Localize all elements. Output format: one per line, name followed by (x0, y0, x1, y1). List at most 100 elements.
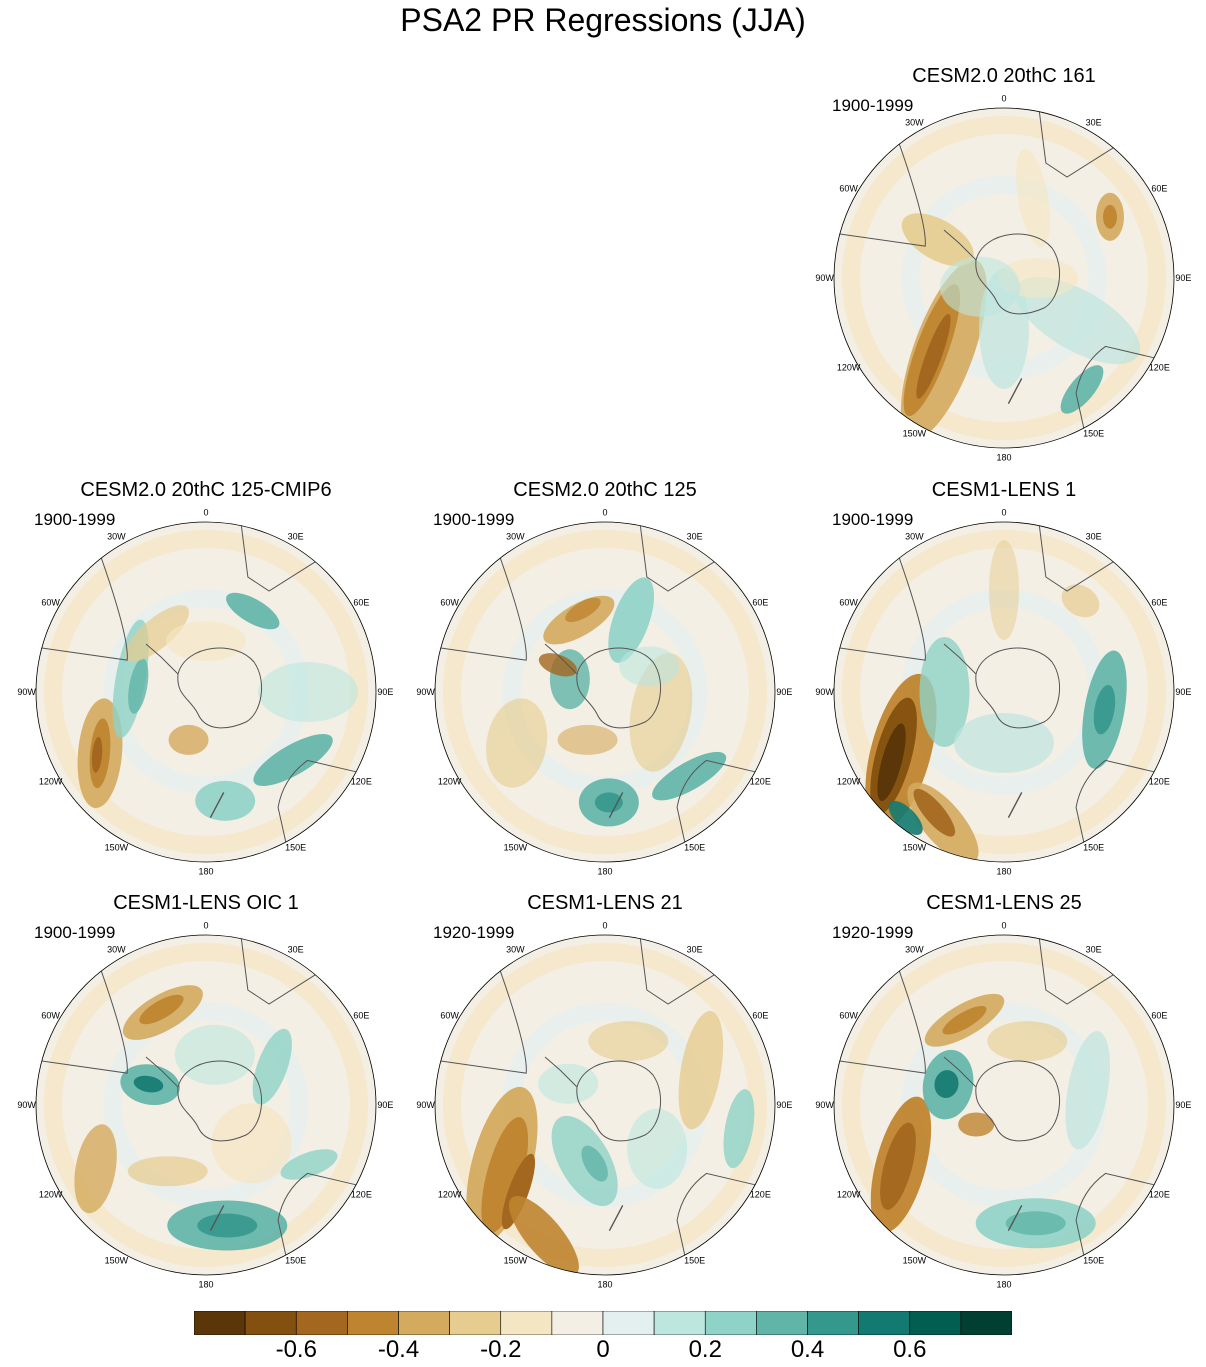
contour-region (508, 1195, 579, 1275)
longitude-label: 180 (996, 452, 1011, 462)
panel-title: CESM2.0 20thC 125-CMIP6 (80, 479, 332, 501)
longitude-label: 120W (837, 777, 861, 787)
longitude-label: 150E (285, 1255, 306, 1265)
longitude-label: 180 (996, 1279, 1011, 1289)
longitude-label: 60E (752, 597, 768, 607)
map-panel-3: CESM2.0 20thC 125 1900-1999 0 30E 60E 90E 12… (405, 479, 805, 892)
longitude-label: 60W (839, 597, 858, 607)
colorbar (194, 1311, 1012, 1335)
longitude-label: 150W (105, 1255, 129, 1265)
longitude-label: 30E (1086, 945, 1102, 955)
peninsula-coast (544, 1056, 578, 1088)
contour-region (133, 1075, 164, 1093)
longitude-label: 30W (107, 532, 126, 542)
contour-region (1093, 685, 1116, 735)
contour-region (127, 1156, 208, 1187)
map-border (833, 107, 1175, 449)
coastlines (41, 525, 357, 843)
contour-region (594, 792, 623, 813)
peninsula-coast (943, 229, 977, 261)
africa-coast (639, 525, 715, 592)
contour-region (252, 1028, 292, 1105)
map-field (435, 522, 775, 862)
longitude-label: 0 (602, 508, 607, 518)
longitude-label: 90E (377, 687, 393, 697)
contour-region (1015, 276, 1141, 365)
map-field (36, 522, 376, 862)
new-zealand-coast (608, 792, 624, 819)
contour-band (103, 1002, 309, 1208)
contour-region (74, 1124, 117, 1214)
map-panel-1: CESM2.0 20thC 161 1900-1999 0 30E 60E 90E 12… (804, 65, 1204, 478)
coastlines (440, 525, 756, 843)
colorbar-tick-label: 0 (596, 1336, 610, 1363)
map-field (834, 522, 1174, 862)
australia-coast (1075, 1172, 1155, 1256)
longitude-label: 150E (684, 842, 705, 852)
contour-region (253, 734, 333, 787)
contour-region (588, 1021, 669, 1062)
new-zealand-coast (608, 1205, 624, 1232)
polar-map: 0 30E 60E 90E 120E 150E 180 150W 120W 90W 60W 30W (815, 94, 1191, 463)
longitude-label: 0 (602, 921, 607, 931)
longitude-label: 150W (105, 842, 129, 852)
map-border (833, 934, 1175, 1276)
longitude-label: 150W (903, 428, 927, 438)
contour-band (842, 116, 1166, 440)
contour-band (443, 943, 767, 1267)
colorbar-tick-label: 0.6 (893, 1336, 927, 1363)
contour-region (481, 1117, 529, 1234)
contour-region (940, 256, 1021, 317)
longitude-label: 0 (1001, 921, 1006, 931)
longitude-label: 120W (837, 1190, 861, 1200)
contour-region (987, 1021, 1068, 1062)
longitude-label: 180 (597, 1279, 612, 1289)
antarctica-coast (576, 647, 661, 729)
contour-region (723, 1089, 755, 1169)
map-border (35, 521, 377, 863)
longitude-label: 120W (438, 777, 462, 787)
contour-region (538, 653, 577, 677)
longitude-label: 120E (750, 1190, 771, 1200)
longitude-label: 90E (776, 687, 792, 697)
contour-region (652, 751, 727, 801)
longitude-label: 60W (440, 597, 459, 607)
longitude-label: 120W (438, 1190, 462, 1200)
contour-region (954, 713, 1054, 773)
coastlines (440, 938, 756, 1256)
longitude-label: 90E (1175, 687, 1191, 697)
longitude-label: 60E (1151, 597, 1167, 607)
colorbar-tick-label: -0.2 (480, 1336, 522, 1363)
peninsula-coast (943, 643, 977, 675)
longitude-label: 90E (776, 1100, 792, 1110)
contour-region (678, 1010, 724, 1130)
new-zealand-coast (1007, 378, 1023, 405)
contour-region (486, 698, 548, 788)
contour-region (128, 658, 149, 714)
map-field (435, 935, 775, 1275)
contour-region (901, 213, 974, 267)
colorbar-tick-label: -0.6 (275, 1336, 317, 1363)
peninsula-coast (943, 1056, 977, 1088)
longitude-label: 30W (107, 945, 126, 955)
contour-region (581, 1145, 608, 1182)
south-america-coast (41, 970, 128, 1074)
polar-map: 0 30E 60E 90E 120E 150E 180 150W 120W 90W 60W 30W (815, 508, 1191, 877)
contour-region (211, 1103, 292, 1184)
coastlines (41, 938, 357, 1256)
longitude-label: 0 (203, 508, 208, 518)
longitude-label: 120E (750, 777, 771, 787)
map-panel-7: CESM1-LENS 25 1920-1999 0 30E 60E 90E 120E 15… (804, 892, 1204, 1305)
contour-region (989, 540, 1019, 640)
longitude-label: 150W (504, 842, 528, 852)
longitude-label: 90W (416, 1100, 435, 1110)
peninsula-coast (544, 643, 578, 675)
longitude-label: 150W (903, 842, 927, 852)
africa-coast (1038, 525, 1114, 592)
map-field (834, 108, 1174, 448)
contour-band (443, 530, 767, 854)
contour-region (139, 994, 184, 1025)
longitude-label: 30E (1086, 118, 1102, 128)
colorbar-swatch (960, 1311, 1012, 1335)
colorbar-swatch (909, 1311, 962, 1335)
